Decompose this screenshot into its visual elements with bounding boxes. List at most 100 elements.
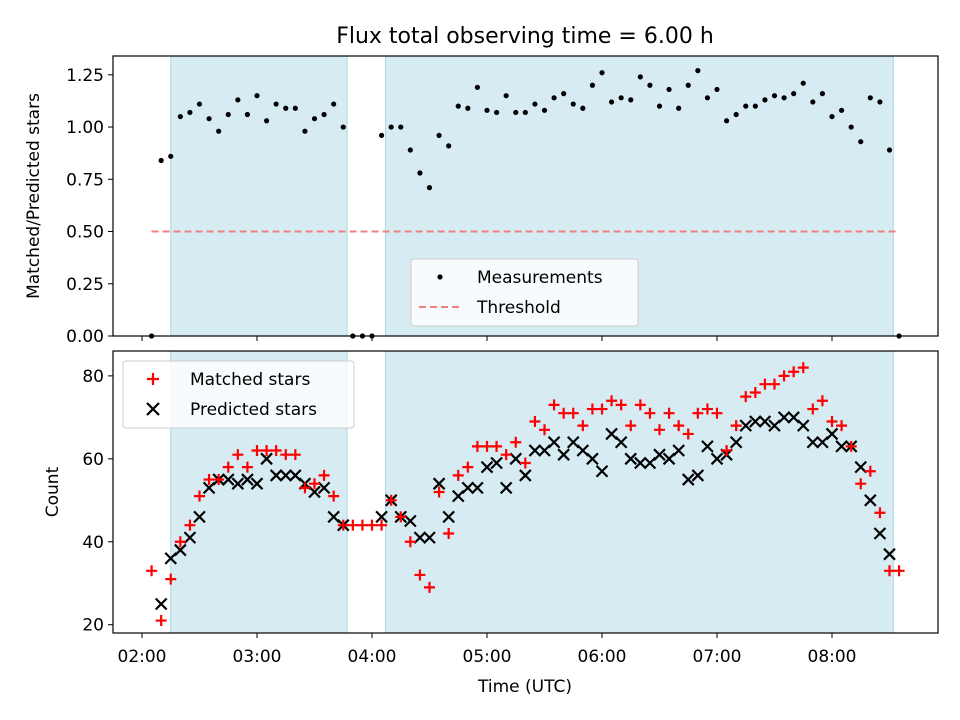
matched-star-point xyxy=(261,445,273,457)
top-y-tick-label: 0.75 xyxy=(66,170,104,190)
matched-star-point xyxy=(749,386,761,398)
matched-star-point xyxy=(740,391,752,403)
matched-star-point xyxy=(213,474,225,486)
measurement-point xyxy=(187,109,193,116)
matched-star-point xyxy=(251,445,263,457)
matched-star-point xyxy=(395,511,407,523)
predicted-star-point xyxy=(586,452,599,466)
predicted-star-point xyxy=(260,452,273,466)
measurement-point xyxy=(561,91,567,97)
top-axes-frame xyxy=(112,55,939,337)
predicted-star-point xyxy=(873,527,887,540)
measurement-point xyxy=(216,128,222,134)
measurement-point xyxy=(771,93,778,99)
measurement-point xyxy=(637,74,643,80)
legend-measurements-marker xyxy=(437,274,443,280)
predicted-star-point xyxy=(691,469,705,482)
measurement-point xyxy=(800,80,806,86)
matched-star-point xyxy=(280,449,292,461)
predicted-star-point xyxy=(624,452,638,466)
x-tick-label: 03:00 xyxy=(233,647,282,667)
top-legend-box xyxy=(410,258,639,327)
bottom-legend: Matched stars Predicted stars xyxy=(122,360,355,429)
bottom-y-tick-label: 80 xyxy=(82,367,104,387)
predicted-star-point xyxy=(471,481,484,495)
predicted-star-point xyxy=(250,477,264,490)
predicted-star-point xyxy=(423,531,436,544)
top-y-tick-label: 0.50 xyxy=(66,223,104,243)
matched-star-point xyxy=(376,519,388,531)
matched-star-point xyxy=(328,490,340,502)
matched-star-point xyxy=(337,519,349,531)
predicted-star-point xyxy=(729,435,743,449)
matched-star-point xyxy=(184,519,196,531)
measurement-point xyxy=(848,124,854,130)
predicted-star-point xyxy=(499,481,513,495)
matched-star-point xyxy=(730,420,742,432)
predicted-star-point xyxy=(183,531,197,544)
predicted-star-point xyxy=(758,415,772,428)
measurement-point xyxy=(570,101,576,107)
matched-star-point xyxy=(165,573,177,585)
matched-star-point xyxy=(558,407,570,419)
measurement-point xyxy=(647,82,653,88)
predicted-star-point xyxy=(825,427,839,441)
measurement-point xyxy=(838,107,845,113)
measurement-point xyxy=(493,109,500,116)
measurement-point xyxy=(225,111,231,118)
matched-star-point xyxy=(232,449,244,461)
x-tick-label: 04:00 xyxy=(348,647,397,667)
predicted-star-point xyxy=(749,415,762,428)
top-y-axis-label: Matched/Predicted stars xyxy=(24,93,44,299)
matched-star-point xyxy=(491,440,503,452)
matched-star-point xyxy=(318,469,330,481)
matched-star-point xyxy=(299,482,311,494)
matched-star-point xyxy=(203,474,215,486)
bottom-y-tick-label: 20 xyxy=(82,616,104,636)
x-tick-label: 02:00 xyxy=(118,647,167,667)
measurement-point xyxy=(791,91,797,97)
measurement-point xyxy=(829,113,835,120)
predicted-star-point xyxy=(413,531,427,544)
measurement-point xyxy=(465,105,471,111)
measurement-point xyxy=(302,128,308,134)
matched-star-point xyxy=(836,420,848,432)
matched-star-point xyxy=(826,416,838,427)
matched-star-point xyxy=(289,449,301,461)
matched-star-point xyxy=(644,407,656,419)
measurement-point xyxy=(474,84,481,90)
matched-star-point xyxy=(146,565,158,577)
matched-star-point xyxy=(711,407,723,419)
measurement-point xyxy=(235,97,241,103)
top-legend: Measurements Threshold xyxy=(410,258,639,327)
predicted-star-point xyxy=(279,469,293,482)
predicted-star-point xyxy=(710,452,724,466)
matched-star-point xyxy=(893,565,905,577)
matched-star-point xyxy=(721,445,733,457)
predicted-star-point xyxy=(806,435,820,449)
measurement-point xyxy=(436,132,442,139)
matched-star-point xyxy=(778,370,790,382)
matched-star-point xyxy=(424,581,435,593)
measurement-point xyxy=(551,95,557,101)
matched-star-point xyxy=(241,461,253,473)
predicted-star-point xyxy=(528,444,542,457)
measurement-point xyxy=(781,95,787,101)
predicted-star-point xyxy=(681,473,695,486)
predicted-star-point xyxy=(442,510,455,524)
chart-title: Flux total observing time = 6.00 h xyxy=(336,24,714,49)
matched-star-point xyxy=(769,378,780,390)
x-tick-label: 08:00 xyxy=(808,647,857,667)
bottom-shaded-interval xyxy=(384,350,894,634)
predicted-star-point xyxy=(221,473,235,486)
matched-star-point xyxy=(500,449,512,461)
measurement-point xyxy=(407,147,413,153)
predicted-star-point xyxy=(547,435,561,449)
matched-star-point xyxy=(682,428,694,440)
matched-star-point xyxy=(155,615,167,627)
matched-star-point xyxy=(529,416,541,427)
measurement-point xyxy=(522,109,528,116)
measurement-point xyxy=(886,147,893,153)
predicted-star-point xyxy=(490,456,503,470)
